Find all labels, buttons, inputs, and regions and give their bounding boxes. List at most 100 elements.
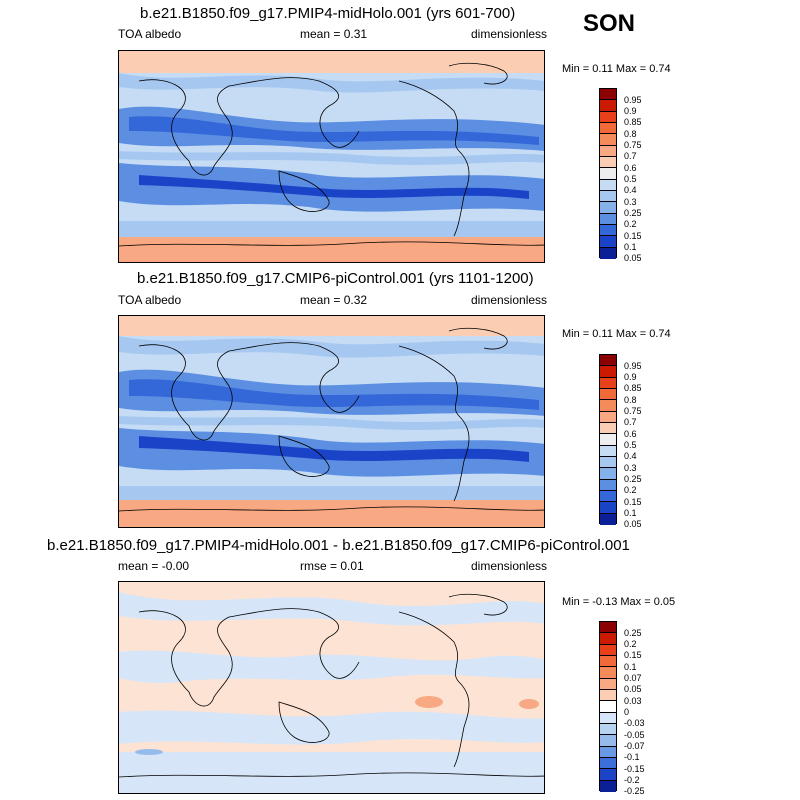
panel-2-colorbar-swatch [600,366,616,378]
panel-3-colorbar-swatch [600,689,616,702]
panel-3-colorbar-label: -0.15 [624,764,645,774]
panel-1-colorbar-label: 0.5 [624,174,637,184]
panel-3-colorbar-label: 0.1 [624,662,637,672]
panel-3-colorbar-swatch [600,678,616,690]
panel-1-colorbar-label: 0.2 [624,219,637,229]
panel-1-colorbar-swatch [600,100,616,112]
panel-1-colorbar-swatch [600,111,616,123]
panel-3-colorbar-swatch [600,780,616,792]
panel-3-colorbar-swatch [600,655,616,668]
panel-1-colorbar-swatch [600,89,616,101]
panel-3-colorbar-label: 0.15 [624,650,642,660]
panel-1-colorbar [599,88,617,259]
panel-1-colorbar-swatch [600,213,616,225]
panel-3-colorbar-swatch [600,757,616,770]
panel-3-colorbar-label: -0.07 [624,741,645,751]
panel-3-colorbar-label: 0.07 [624,673,642,683]
panel-3-colorbar-label: 0 [624,707,630,717]
panel-3-colorbar-label: 0.2 [624,639,637,649]
panel-2-colorbar-swatch [600,400,616,412]
panel-1-colorbar-swatch [600,156,616,169]
panel-1-colorbar-label: 0.8 [624,129,637,139]
panel-1-colorbar-label: 0.75 [624,140,642,150]
panel-3-map [118,581,545,794]
panel-1-colorbar-label: 0.6 [624,163,637,173]
panel-3-colorbar-label: -0.25 [624,786,645,796]
panel-2-title: b.e21.B1850.f09_g17.CMIP6-piControl.001 … [137,270,534,287]
panel-1-colorbar-swatch [600,168,616,180]
panel-3-rmse-label: rmse = 0.01 [300,559,364,573]
panel-3-colorbar-swatch [600,633,616,645]
panel-1-colorbar-swatch [600,190,616,203]
panel-3-colorbar-swatch [600,723,616,736]
panel-1-colorbar-label: 0.4 [624,185,637,195]
panel-2-mean-label: mean = 0.32 [300,293,368,307]
panel-1-colorbar-label: 0.85 [624,117,642,127]
panel-3-colorbar-label: -0.1 [624,752,640,762]
panel-2-units-label: dimensionless [471,293,548,307]
panel-3-colorbar-swatch [600,622,616,634]
panel-3-mean-label: mean = -0.00 [118,559,190,573]
panel-1-colorbar-swatch [600,179,616,191]
panel-1-colorbar-swatch [600,202,616,214]
panel-3-colorbar-swatch [600,735,616,747]
panel-1-units-label: dimensionless [471,27,548,41]
panel-1-colorbar-swatch [600,122,616,135]
panel-2-colorbar-label: 0.85 [624,383,642,393]
panel-1-colorbar-label: 0.95 [624,95,642,105]
panel-2-colorbar-label: 0.75 [624,406,642,416]
panel-2-colorbar-swatch [600,513,616,525]
panel-1-colorbar-swatch [600,236,616,248]
panel-3-colorbar-label: -0.03 [624,718,645,728]
panel-2-colorbar [599,354,617,525]
panel-2-colorbar-swatch [600,422,616,435]
season-label: SON [583,10,636,37]
panel-1-colorbar-label: 0.05 [624,253,642,263]
panel-2-colorbar-swatch [600,445,616,457]
panel-1-colorbar-swatch [600,145,616,157]
panel-2-colorbar-label: 0.9 [624,372,637,382]
panel-3-colorbar [599,621,617,792]
panel-1-left-label: TOA albedo [118,27,182,41]
panel-2-minmax: Min = 0.11 Max = 0.74 [562,328,671,340]
panel-2-colorbar-label: 0.2 [624,485,637,495]
panel-2-colorbar-swatch [600,456,616,469]
panel-2-colorbar-swatch [600,355,616,367]
panel-1-colorbar-label: 0.3 [624,197,637,207]
panel-1-mean-label: mean = 0.31 [300,27,368,41]
panel-2-colorbar-swatch [600,502,616,514]
panel-2-colorbar-label: 0.15 [624,497,642,507]
panel-3-colorbar-swatch [600,769,616,781]
panel-1-colorbar-label: 0.15 [624,231,642,241]
panel-3-colorbar-label: 0.05 [624,684,642,694]
panel-2-map [118,315,545,528]
panel-3-colorbar-swatch [600,701,616,713]
panel-1-colorbar-swatch [600,247,616,259]
panel-2-colorbar-label: 0.5 [624,440,637,450]
panel-2-colorbar-label: 0.7 [624,417,637,427]
panel-2-colorbar-swatch [600,434,616,446]
panel-2-colorbar-swatch [600,490,616,503]
panel-1-colorbar-swatch [600,134,616,146]
panel-1-colorbar-label: 0.25 [624,208,642,218]
panel-3-title: b.e21.B1850.f09_g17.PMIP4-midHolo.001 - … [47,537,630,554]
panel-1-colorbar-swatch [600,224,616,237]
panel-2-colorbar-label: 0.95 [624,361,642,371]
panel-1-minmax: Min = 0.11 Max = 0.74 [562,63,671,75]
panel-3-colorbar-swatch [600,644,616,656]
panel-3-colorbar-label: -0.05 [624,730,645,740]
panel-2-colorbar-label: 0.25 [624,474,642,484]
panel-2-colorbar-swatch [600,388,616,401]
panel-3-colorbar-swatch [600,667,616,679]
panel-1-map [118,50,545,263]
panel-2-left-label: TOA albedo [118,293,182,307]
panel-3-colorbar-swatch [600,712,616,724]
panel-1-colorbar-label: 0.9 [624,106,637,116]
panel-2-colorbar-label: 0.1 [624,508,637,518]
panel-3-colorbar-label: 0.25 [624,628,642,638]
panel-2-colorbar-label: 0.05 [624,519,642,529]
panel-3-colorbar-label: -0.2 [624,775,640,785]
panel-1-colorbar-label: 0.7 [624,151,637,161]
panel-2-colorbar-label: 0.8 [624,395,637,405]
panel-1-colorbar-label: 0.1 [624,242,637,252]
